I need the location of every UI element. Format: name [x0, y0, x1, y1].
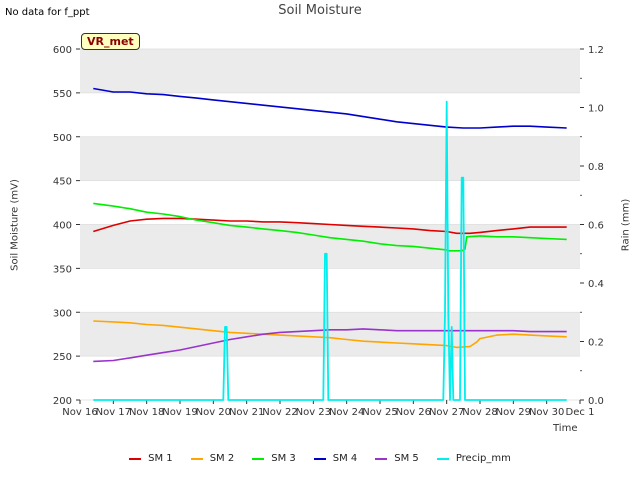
plot-band [80, 136, 580, 181]
y2-tick-label: 0.4 [588, 279, 604, 290]
plot-band [80, 312, 580, 357]
x-tick-label: Nov 18 [129, 407, 164, 418]
x-tick-label: Dec 1 [566, 407, 595, 418]
y-tick-label: 250 [53, 352, 72, 363]
series-line-sm-4 [93, 87, 567, 129]
x-tick-label: Nov 20 [196, 407, 231, 418]
legend-item: SM 4 [313, 453, 358, 464]
y2-tick-label: 0.0 [588, 396, 604, 407]
series-line-sm-5 [93, 328, 567, 363]
legend-item: SM 5 [375, 453, 419, 464]
x-tick-label: Nov 17 [96, 407, 131, 418]
legend-item: SM 3 [252, 453, 296, 464]
chart-title: Soil Moisture [278, 3, 362, 18]
legend-item: SM 1 [129, 453, 173, 464]
legend-label: SM 5 [394, 453, 419, 464]
station-badge: VR_met [81, 33, 140, 50]
legend-swatch [129, 457, 142, 460]
legend-item: Precip_mm [436, 453, 511, 464]
y-tick-label: 550 [53, 89, 72, 100]
x-tick-label: Nov 22 [262, 407, 297, 418]
x-tick-label: Nov 28 [462, 407, 497, 418]
x-tick-label: Nov 19 [162, 407, 197, 418]
y-axis-label-right: Rain (mm) [620, 198, 632, 252]
legend-swatch [436, 457, 449, 460]
legend-label: SM 2 [209, 453, 235, 464]
y-tick-label: 350 [53, 264, 72, 275]
series-line-sm-3 [93, 202, 567, 252]
legend-label: SM 3 [271, 453, 296, 464]
y2-tick-label: 1.0 [588, 104, 604, 115]
y2-tick-label: 0.2 [588, 338, 604, 349]
x-tick-label: Nov 16 [62, 407, 97, 418]
y2-tick-label: 0.6 [588, 221, 604, 232]
y-tick-label: 600 [53, 45, 72, 56]
chart-legend: SM 1 SM 2 SM 3 SM 4 SM 5 Precip_mm [0, 453, 640, 464]
plot-band [80, 224, 580, 269]
x-tick-label: Nov 29 [496, 407, 531, 418]
legend-label: Precip_mm [455, 453, 511, 464]
y-tick-label: 200 [53, 396, 72, 407]
legend-label: SM 1 [148, 453, 173, 464]
y-tick-label: 300 [53, 308, 72, 319]
series-line-sm-2 [93, 320, 567, 349]
no-data-notice: No data for f_ppt [5, 7, 90, 18]
x-tick-label: Nov 27 [429, 407, 464, 418]
legend-swatch [252, 457, 265, 460]
x-tick-label: Nov 25 [362, 407, 397, 418]
legend-label: SM 4 [332, 453, 358, 464]
plot-band [80, 49, 580, 93]
x-axis-label: Time [553, 423, 578, 434]
series-line-sm-1 [93, 217, 567, 235]
series-line-precip-mm [93, 100, 567, 401]
y-axis-label-left: Soil Moisture (mV) [9, 179, 21, 271]
x-tick-label: Nov 26 [396, 407, 431, 418]
x-tick-label: Nov 30 [529, 407, 564, 418]
legend-swatch [375, 457, 388, 460]
legend-swatch [313, 457, 326, 460]
x-tick-label: Nov 24 [329, 407, 364, 418]
y-tick-label: 400 [53, 221, 72, 232]
y-tick-label: 450 [53, 177, 72, 188]
x-tick-label: Nov 21 [229, 407, 264, 418]
y-tick-label: 500 [53, 133, 72, 144]
y2-tick-label: 1.2 [588, 45, 604, 56]
legend-swatch [190, 457, 203, 460]
x-tick-label: Nov 23 [296, 407, 331, 418]
y2-tick-label: 0.8 [588, 162, 604, 173]
legend-item: SM 2 [190, 453, 235, 464]
